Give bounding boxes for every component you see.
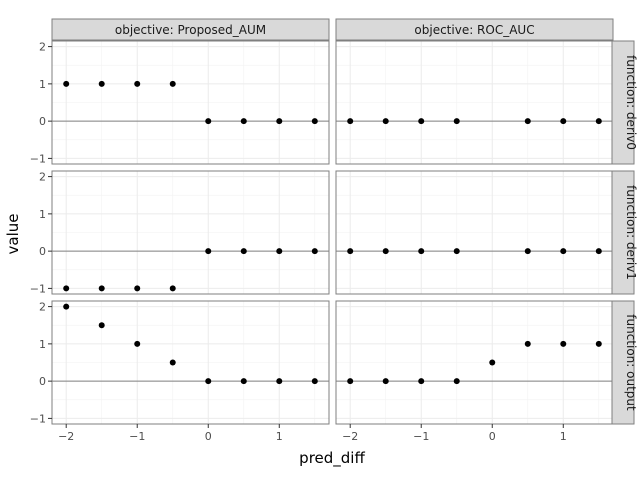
y-tick-label: 1 <box>39 208 46 221</box>
column-strip <box>51 18 330 41</box>
data-point <box>560 340 567 347</box>
data-point <box>311 248 318 255</box>
data-point <box>134 80 141 87</box>
x-tick-label: −2 <box>342 430 358 443</box>
x-tick-label: 0 <box>205 430 212 443</box>
data-point <box>524 248 531 255</box>
y-tick-label: −1 <box>30 152 46 165</box>
column-strip-label: objective: ROC_AUC <box>414 23 534 37</box>
data-point <box>240 378 247 385</box>
column-strip <box>335 18 614 41</box>
data-point <box>524 118 531 125</box>
x-tick-label: 1 <box>560 430 567 443</box>
row-strip <box>611 40 635 165</box>
data-point <box>347 378 354 385</box>
y-tick-label: −1 <box>30 412 46 425</box>
panel-border <box>51 40 330 165</box>
data-point <box>418 248 425 255</box>
data-point <box>98 285 105 292</box>
panel-0-0 <box>51 40 330 165</box>
data-point <box>169 80 176 87</box>
data-point <box>347 248 354 255</box>
panel-0-2 <box>51 300 330 425</box>
x-tick-label: −2 <box>58 430 74 443</box>
y-tick-label: 0 <box>39 375 46 388</box>
y-tick-label: 2 <box>39 171 46 184</box>
data-point <box>453 248 460 255</box>
data-point <box>595 248 602 255</box>
data-point <box>382 248 389 255</box>
y-tick-label: −1 <box>30 282 46 295</box>
data-point <box>63 80 70 87</box>
data-point <box>169 359 176 366</box>
x-axis-title: pred_diff <box>299 449 365 468</box>
data-point <box>382 118 389 125</box>
data-point <box>205 378 212 385</box>
data-point <box>382 378 389 385</box>
data-point <box>418 378 425 385</box>
data-point <box>205 118 212 125</box>
y-tick-label: 0 <box>39 245 46 258</box>
y-tick-label: 0 <box>39 115 46 128</box>
data-point <box>453 118 460 125</box>
y-axis-title: value <box>4 214 22 255</box>
row-strip <box>611 300 635 425</box>
data-point <box>418 118 425 125</box>
data-point <box>134 340 141 347</box>
y-tick-label: 1 <box>39 78 46 91</box>
data-point <box>205 248 212 255</box>
row-strip <box>611 170 635 295</box>
data-point <box>347 118 354 125</box>
data-point <box>595 118 602 125</box>
data-point <box>98 80 105 87</box>
panel-1-0 <box>335 40 614 165</box>
x-tick-label: −1 <box>129 430 145 443</box>
panel-border <box>51 170 330 295</box>
y-tick-label: 2 <box>39 41 46 54</box>
column-strip-label: objective: Proposed_AUM <box>115 23 266 37</box>
panel-1-1 <box>335 170 614 295</box>
data-point <box>98 322 105 329</box>
panel-border <box>51 300 330 425</box>
data-point <box>276 248 283 255</box>
panels-layer: objective: Proposed_AUM objective: ROC_AU… <box>30 18 638 443</box>
data-point <box>489 359 496 366</box>
data-point <box>524 340 531 347</box>
panel-0-1 <box>51 170 330 295</box>
row-strip-label: function: deriv1 <box>624 185 638 280</box>
data-point <box>240 118 247 125</box>
data-point <box>63 303 70 310</box>
data-point <box>63 285 70 292</box>
data-point <box>560 248 567 255</box>
row-strip-label: function: output <box>624 314 638 411</box>
x-tick-label: 1 <box>276 430 283 443</box>
data-point <box>560 118 567 125</box>
x-tick-label: 0 <box>489 430 496 443</box>
data-point <box>169 285 176 292</box>
y-tick-label: 1 <box>39 338 46 351</box>
data-point <box>276 378 283 385</box>
row-strip-label: function: deriv0 <box>624 55 638 150</box>
data-point <box>240 248 247 255</box>
panel-1-2 <box>335 300 614 425</box>
data-point <box>311 118 318 125</box>
data-point <box>453 378 460 385</box>
y-tick-label: 2 <box>39 301 46 314</box>
data-point <box>276 118 283 125</box>
data-point <box>595 340 602 347</box>
data-point <box>134 285 141 292</box>
x-tick-label: −1 <box>413 430 429 443</box>
data-point <box>311 378 318 385</box>
